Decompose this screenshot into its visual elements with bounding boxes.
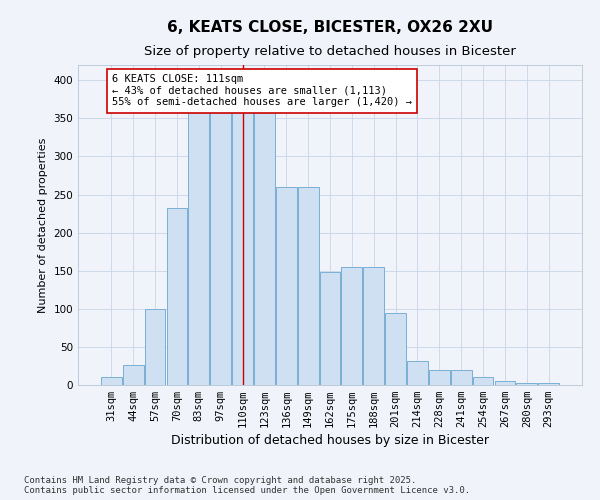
Bar xyxy=(298,187,319,385)
Bar xyxy=(385,312,406,385)
Text: Contains HM Land Registry data © Crown copyright and database right 2025.
Contai: Contains HM Land Registry data © Crown c… xyxy=(24,476,470,495)
Bar xyxy=(429,370,450,385)
Bar xyxy=(538,382,559,385)
Text: 6 KEATS CLOSE: 111sqm
← 43% of detached houses are smaller (1,113)
55% of semi-d: 6 KEATS CLOSE: 111sqm ← 43% of detached … xyxy=(112,74,412,108)
Bar xyxy=(320,272,340,385)
Bar xyxy=(276,187,296,385)
Text: 6, KEATS CLOSE, BICESTER, OX26 2XU: 6, KEATS CLOSE, BICESTER, OX26 2XU xyxy=(167,20,493,35)
Bar xyxy=(517,384,537,385)
Bar xyxy=(123,365,143,385)
Bar xyxy=(167,208,187,385)
Bar xyxy=(451,370,472,385)
Bar xyxy=(254,103,275,385)
Bar xyxy=(473,378,493,385)
Bar xyxy=(341,267,362,385)
Text: Size of property relative to detached houses in Bicester: Size of property relative to detached ho… xyxy=(144,45,516,58)
X-axis label: Distribution of detached houses by size in Bicester: Distribution of detached houses by size … xyxy=(171,434,489,448)
Y-axis label: Number of detached properties: Number of detached properties xyxy=(38,138,48,312)
Bar xyxy=(210,102,231,385)
Bar xyxy=(188,103,209,385)
Bar xyxy=(145,309,166,385)
Bar xyxy=(232,100,253,385)
Bar xyxy=(494,381,515,385)
Bar xyxy=(364,267,384,385)
Bar xyxy=(407,360,428,385)
Bar xyxy=(101,378,122,385)
